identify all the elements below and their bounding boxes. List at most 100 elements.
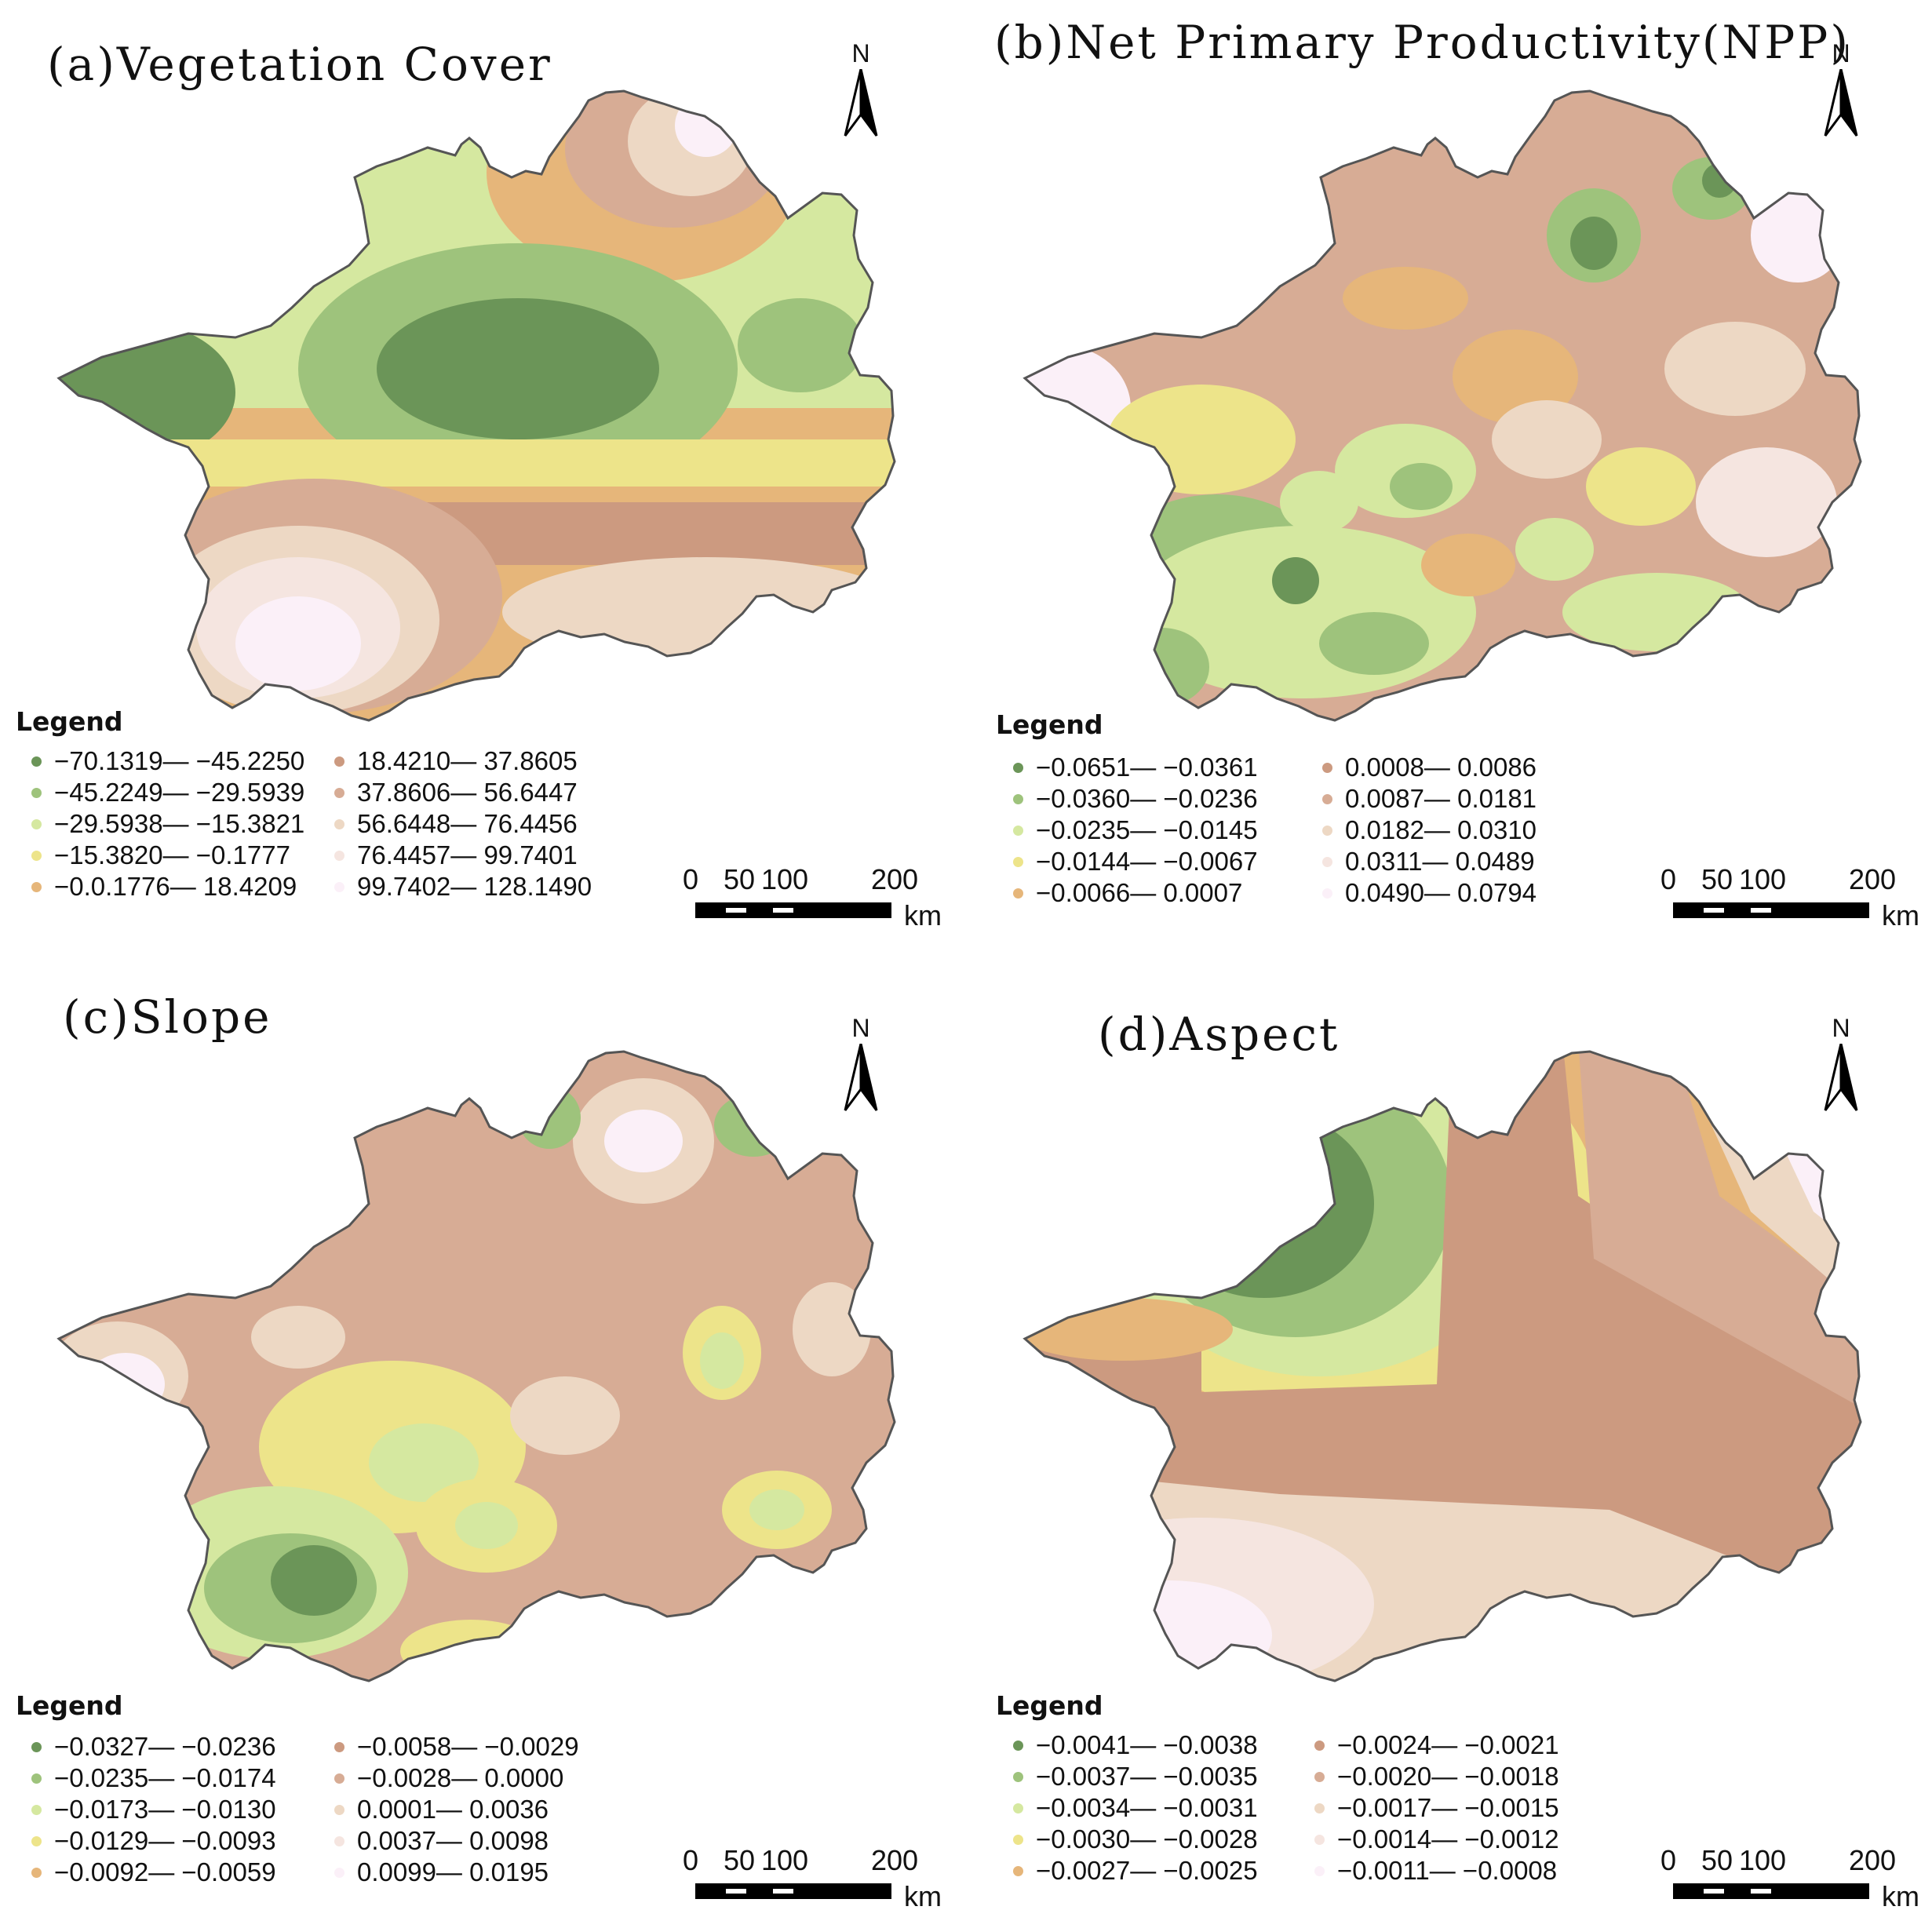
legend-item: −45.2249— −29.5939 (31, 777, 304, 808)
panel-npp: (b)Net Primary Productivity(NPP) N Legen… (966, 0, 1932, 960)
scale-bar-graphic (695, 1883, 891, 1899)
legend-label: −29.5938— −15.3821 (54, 809, 305, 838)
legend-item: −0.0041— −0.0038 (1013, 1730, 1258, 1761)
legend-item: 56.6448— 76.4456 (334, 808, 592, 840)
legend-item: 0.0087— 0.0181 (1322, 783, 1536, 815)
legend-item: −70.1319— −45.2250 (31, 745, 304, 777)
north-arrow-icon: N (1814, 39, 1868, 141)
legend-title: Legend (16, 706, 123, 737)
scale-tick-label: 100 (1739, 1844, 1787, 1876)
legend-label: −0.0014— −0.0012 (1337, 1824, 1559, 1854)
legend-label: −0.0037— −0.0035 (1036, 1762, 1258, 1791)
legend-label: 0.0037— 0.0098 (357, 1826, 549, 1855)
legend-label: −0.0360— −0.0236 (1036, 784, 1258, 813)
panel-vegetation-cover: (a)Vegetation Cover N Legend −70.1319— −… (0, 0, 966, 960)
legend-label: 0.0099— 0.0195 (357, 1857, 549, 1886)
panel-title: (b)Net Primary Productivity(NPP) (994, 16, 1850, 69)
legend-item: −0.0014— −0.0012 (1314, 1824, 1559, 1855)
scale-tick-label: 200 (871, 863, 919, 895)
legend-swatch (334, 1867, 344, 1878)
scale-tick-label: 0 (1660, 863, 1677, 895)
legend-swatch (1013, 825, 1023, 836)
north-arrow-icon: N (1814, 1014, 1868, 1116)
scale-tick-label: 100 (761, 863, 809, 895)
legend-swatch (334, 881, 344, 892)
scale-tick-label: 200 (871, 1844, 919, 1876)
scale-tick-label: 0 (683, 1844, 699, 1876)
legend-label: −0.0027— −0.0025 (1036, 1856, 1258, 1885)
legend-label: 0.0001— 0.0036 (357, 1795, 549, 1824)
legend-item: −0.0027— −0.0025 (1013, 1855, 1258, 1886)
legend-item: 18.4210— 37.8605 (334, 745, 592, 777)
legend-column-1: −0.0651— −0.0361 −0.0360— −0.0236 −0.0235—… (1013, 752, 1258, 909)
scale-bar: 0 50 100 200 km (683, 863, 950, 931)
legend-label: −0.0173— −0.0130 (54, 1795, 276, 1824)
legend-swatch (31, 850, 42, 861)
scale-tick-label: 200 (1849, 1844, 1897, 1876)
legend-item: −0.0017— −0.0015 (1314, 1792, 1559, 1824)
legend-item: −0.0092— −0.0059 (31, 1857, 276, 1888)
legend-label: −45.2249— −29.5939 (54, 778, 305, 807)
legend-label: −0.0024— −0.0021 (1337, 1730, 1559, 1759)
scale-bar-segment (1751, 908, 1771, 913)
legend-item: −0.0235— −0.0174 (31, 1762, 276, 1794)
legend-label: 99.7402— 128.1490 (357, 872, 592, 901)
map-aspect (1023, 1050, 1862, 1682)
scale-tick-label: 200 (1849, 863, 1897, 895)
legend-swatch (1322, 856, 1332, 867)
legend-item: −0.0.1776— 18.4209 (31, 871, 304, 902)
legend-swatch (334, 1741, 344, 1752)
scale-bar-graphic (1673, 1883, 1869, 1899)
legend-swatch (1314, 1865, 1325, 1876)
scale-bar-graphic (695, 902, 891, 918)
scale-bar: 0 50 100 200 km (1660, 863, 1927, 931)
map-npp (1023, 89, 1862, 722)
legend-swatch (334, 1804, 344, 1815)
legend-label: −0.0017— −0.0015 (1337, 1793, 1559, 1822)
legend-swatch (31, 787, 42, 798)
legend-swatch (1013, 1771, 1023, 1782)
legend-item: 0.0311— 0.0489 (1322, 846, 1536, 877)
legend-swatch (31, 1835, 42, 1846)
legend-label: −0.0.1776— 18.4209 (54, 872, 297, 901)
scale-unit: km (904, 899, 942, 931)
legend-swatch (1013, 793, 1023, 804)
legend-column-1: −0.0041— −0.0038 −0.0037— −0.0035 −0.0034—… (1013, 1730, 1258, 1886)
map-slope (57, 1050, 896, 1682)
scale-tick-label: 100 (761, 1844, 809, 1876)
legend-item: −0.0066— 0.0007 (1013, 877, 1258, 909)
panel-title: (a)Vegetation Cover (47, 38, 552, 91)
scale-bar-segment (726, 908, 746, 913)
map-vegetation-cover (57, 89, 896, 722)
scale-tick-label: 50 (1701, 1844, 1733, 1876)
scale-bar-graphic (1673, 902, 1869, 918)
legend-item: −0.0034— −0.0031 (1013, 1792, 1258, 1824)
legend-swatch (31, 1741, 42, 1752)
north-label: N (1832, 39, 1850, 67)
legend-swatch (1314, 1803, 1325, 1813)
legend-item: −0.0030— −0.0028 (1013, 1824, 1258, 1855)
legend-label: 18.4210— 37.8605 (357, 746, 578, 775)
legend-swatch (1322, 888, 1332, 899)
legend-label: 0.0490— 0.0794 (1345, 878, 1537, 907)
legend-swatch (334, 850, 344, 861)
legend-label: −0.0235— −0.0145 (1036, 815, 1258, 844)
panel-title: (c)Slope (63, 990, 272, 1044)
legend-item: 0.0037— 0.0098 (334, 1825, 579, 1857)
legend-item: −0.0028— 0.0000 (334, 1762, 579, 1794)
scale-unit: km (1882, 899, 1919, 931)
panel-title: (d)Aspect (1098, 1008, 1340, 1061)
legend-item: −0.0058— −0.0029 (334, 1731, 579, 1762)
scale-bar: 0 50 100 200 km (1660, 1844, 1927, 1912)
legend-swatch (334, 1835, 344, 1846)
north-label: N (1832, 1014, 1850, 1042)
panel-aspect: (d)Aspect N Legend −0.0041— −0.0038 −0.00… (966, 960, 1932, 1921)
legend-title: Legend (996, 1690, 1103, 1721)
scale-tick-label: 50 (724, 863, 756, 895)
legend-swatch (334, 818, 344, 829)
legend-swatch (31, 1773, 42, 1784)
scale-tick-label: 0 (1660, 1844, 1677, 1876)
legend-label: −0.0129— −0.0093 (54, 1826, 276, 1855)
legend-label: −70.1319— −45.2250 (54, 746, 305, 775)
legend-item: −0.0360— −0.0236 (1013, 783, 1258, 815)
